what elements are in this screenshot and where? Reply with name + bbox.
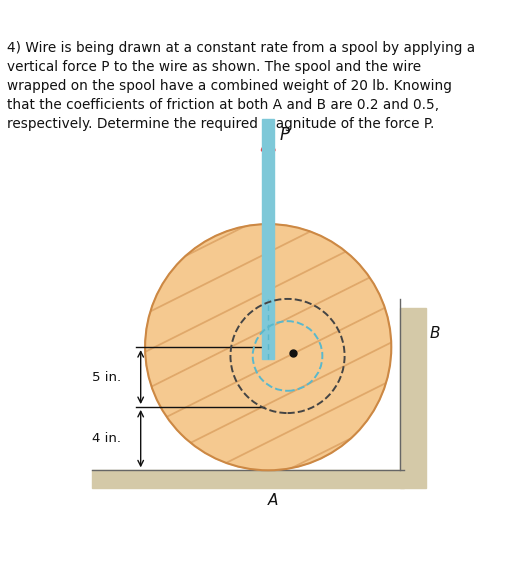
Text: 4 in.: 4 in.: [92, 432, 121, 445]
Bar: [262, 118, 274, 359]
Circle shape: [145, 224, 391, 470]
Text: A: A: [268, 493, 278, 508]
Text: 4) Wire is being drawn at a constant rate from a spool by applying a
vertical fo: 4) Wire is being drawn at a constant rat…: [7, 41, 475, 131]
Text: 5 in.: 5 in.: [92, 371, 122, 384]
Text: B: B: [429, 327, 440, 341]
Text: P: P: [280, 126, 289, 144]
Bar: [400, 307, 426, 488]
Bar: [92, 470, 405, 488]
